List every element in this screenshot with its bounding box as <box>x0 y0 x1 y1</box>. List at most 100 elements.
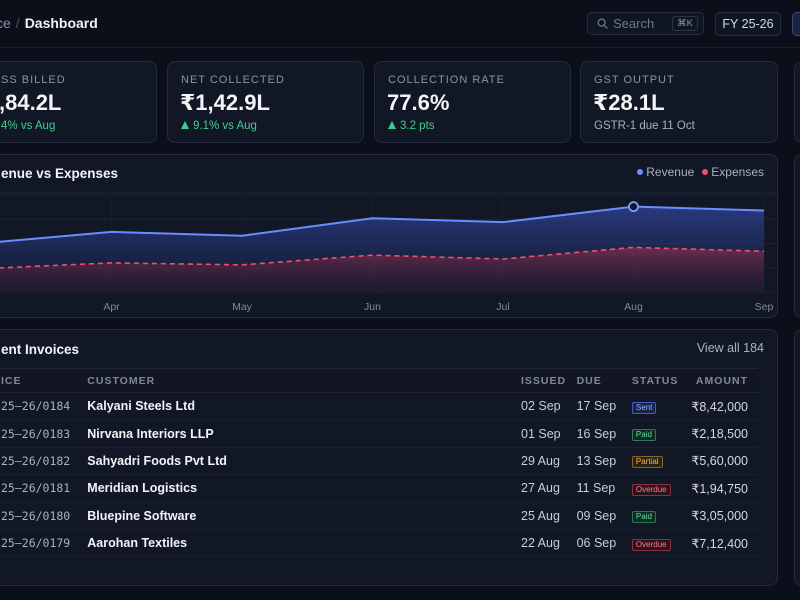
column-header-issued[interactable]: ISSUED <box>521 368 577 393</box>
status-badge: Overdue <box>631 483 671 496</box>
x-tick-label: Jun <box>364 301 381 313</box>
recent-invoices-panel: ent Invoices View all 184 ICE CUSTOMER I… <box>0 329 778 586</box>
customer-name: Meridian Logistics <box>87 474 521 503</box>
status-badge: Overdue <box>631 538 671 551</box>
search-input[interactable]: Search ⌘K <box>587 12 704 35</box>
kpi-value: 77.6% <box>387 90 450 115</box>
due-date: 11 Sep <box>576 474 632 503</box>
kpi-card-collection-rate: COLLECTION RATE 77.6% 3.2 pts <box>374 61 571 143</box>
table-row[interactable]: 25–26/0184 Kalyani Steels Ltd 02 Sep 17 Sep… <box>0 392 758 421</box>
search-placeholder: Search <box>613 16 655 31</box>
kpi-delta-wrap: 9.1% vs Aug <box>181 120 257 132</box>
legend-revenue-label: Revenue <box>646 165 695 179</box>
search-icon <box>597 18 608 29</box>
due-date: 17 Sep <box>576 392 632 421</box>
status-badge: Partial <box>631 456 663 469</box>
kpi-value: ₹1,42.9L <box>180 90 270 115</box>
due-date: 06 Sep <box>576 529 632 558</box>
x-tick-label: Jul <box>496 301 509 313</box>
issued-date: 25 Aug <box>521 502 577 530</box>
status-cell: Sent <box>631 392 692 421</box>
issued-date: 22 Aug <box>521 529 577 558</box>
trend-up-icon <box>388 121 396 129</box>
column-header-status[interactable]: STATUS <box>631 368 692 393</box>
breadcrumb: ce/Dashboard <box>0 15 98 31</box>
search-shortcut: ⌘K <box>672 16 698 31</box>
kpi-note: GSTR-1 due 11 Oct <box>594 120 695 132</box>
amount: ₹3,05,000 <box>691 502 758 530</box>
invoice-number: 25–26/0180 <box>0 502 88 530</box>
chart-title: enue vs Expenses <box>1 166 119 181</box>
column-header-amount[interactable]: AMOUNT <box>691 368 758 393</box>
due-date: 16 Sep <box>576 419 632 448</box>
status-cell: Overdue <box>631 474 692 503</box>
legend-revenue-dot <box>637 169 644 175</box>
kpi-label: SS BILLED <box>1 74 66 86</box>
table-row[interactable]: 25–26/0183 Nirvana Interiors LLP 01 Sep 16 … <box>0 419 758 448</box>
offscreen-card <box>794 329 800 586</box>
table-row[interactable]: 25–26/0179 Aarohan Textiles 22 Aug 06 Sep Ov… <box>0 529 758 558</box>
expenses-area <box>0 247 764 292</box>
fiscal-year-selector[interactable]: FY 25-26 <box>715 12 781 36</box>
status-badge: Paid <box>631 429 656 442</box>
customer-name: Bluepine Software <box>87 502 521 530</box>
x-tick-label: May <box>232 301 253 313</box>
issued-date: 29 Aug <box>521 447 577 476</box>
issued-date: 01 Sep <box>521 419 577 448</box>
amount: ₹8,42,000 <box>691 392 758 421</box>
table-row[interactable]: 25–26/0180 Bluepine Software 25 Aug 09 Sep P… <box>0 502 758 530</box>
kpi-delta: 3.2 pts <box>400 120 435 132</box>
revenue-expenses-chart-panel: enue vs Expenses Revenue Expenses Apr May J… <box>0 154 778 318</box>
status-badge: Paid <box>631 511 656 524</box>
amount: ₹2,18,500 <box>691 419 758 448</box>
amount: ₹1,94,750 <box>691 474 758 503</box>
kpi-delta: 4% vs Aug <box>1 120 56 132</box>
issued-date: 02 Sep <box>521 392 577 421</box>
status-badge: Sent <box>631 401 657 414</box>
invoices-table-body: 25–26/0184 Kalyani Steels Ltd 02 Sep 17 Sep… <box>0 392 758 558</box>
column-header-due[interactable]: DUE <box>576 368 632 393</box>
x-tick-label: Sep <box>755 301 774 313</box>
due-date: 09 Sep <box>576 502 632 530</box>
table-row[interactable]: 25–26/0182 Sahyadri Foods Pvt Ltd 29 Aug 13… <box>0 447 758 476</box>
kpi-delta-wrap: 3.2 pts <box>388 120 435 132</box>
customer-name: Kalyani Steels Ltd <box>87 392 521 421</box>
customer-name: Nirvana Interiors LLP <box>87 419 521 448</box>
legend-expenses-label: Expenses <box>711 165 764 179</box>
x-tick-label: Aug <box>624 301 643 313</box>
kpi-value: ,84.2L <box>0 90 62 115</box>
breadcrumb-parent[interactable]: ce <box>0 15 11 31</box>
amount: ₹5,60,000 <box>691 447 758 476</box>
legend-expenses-dot <box>702 169 709 175</box>
x-tick-label: Apr <box>103 301 120 313</box>
offscreen-card <box>794 61 800 143</box>
column-header-invoice[interactable]: ICE <box>0 368 88 393</box>
chart-plot[interactable]: Apr May Jun Jul Aug Sep <box>0 155 778 318</box>
revenue-highlight-point[interactable] <box>628 201 639 213</box>
kpi-delta: 9.1% vs Aug <box>193 120 257 132</box>
page-title: Dashboard <box>24 15 98 31</box>
due-date: 13 Sep <box>576 447 632 476</box>
view-all-invoices-link[interactable]: View all 184 <box>696 341 764 355</box>
primary-action-button[interactable] <box>792 12 800 36</box>
status-cell: Paid <box>631 419 692 448</box>
column-header-customer[interactable]: CUSTOMER <box>87 368 521 393</box>
trend-up-icon <box>181 121 189 129</box>
table-header-row: ICE CUSTOMER ISSUED DUE STATUS AMOUNT <box>0 368 758 393</box>
table-row[interactable]: 25–26/0181 Meridian Logistics 27 Aug 11 Sep… <box>0 474 758 503</box>
invoices-table: ICE CUSTOMER ISSUED DUE STATUS AMOUNT 25… <box>0 368 758 558</box>
kpi-card-net-collected: NET COLLECTED ₹1,42.9L 9.1% vs Aug <box>167 61 364 143</box>
expenses-series-line <box>0 246 765 269</box>
invoice-number: 25–26/0179 <box>0 529 88 558</box>
breadcrumb-separator: / <box>15 15 20 31</box>
chart-legend: Revenue Expenses <box>629 165 764 179</box>
kpi-value: ₹28.1L <box>593 90 665 115</box>
invoice-number: 25–26/0184 <box>0 392 88 421</box>
status-cell: Overdue <box>631 529 692 558</box>
issued-date: 27 Aug <box>521 474 577 503</box>
status-cell: Partial <box>631 447 692 476</box>
customer-name: Aarohan Textiles <box>87 529 521 558</box>
offscreen-card <box>794 154 800 318</box>
amount: ₹7,12,400 <box>691 529 758 558</box>
kpi-label: GST OUTPUT <box>594 74 675 86</box>
